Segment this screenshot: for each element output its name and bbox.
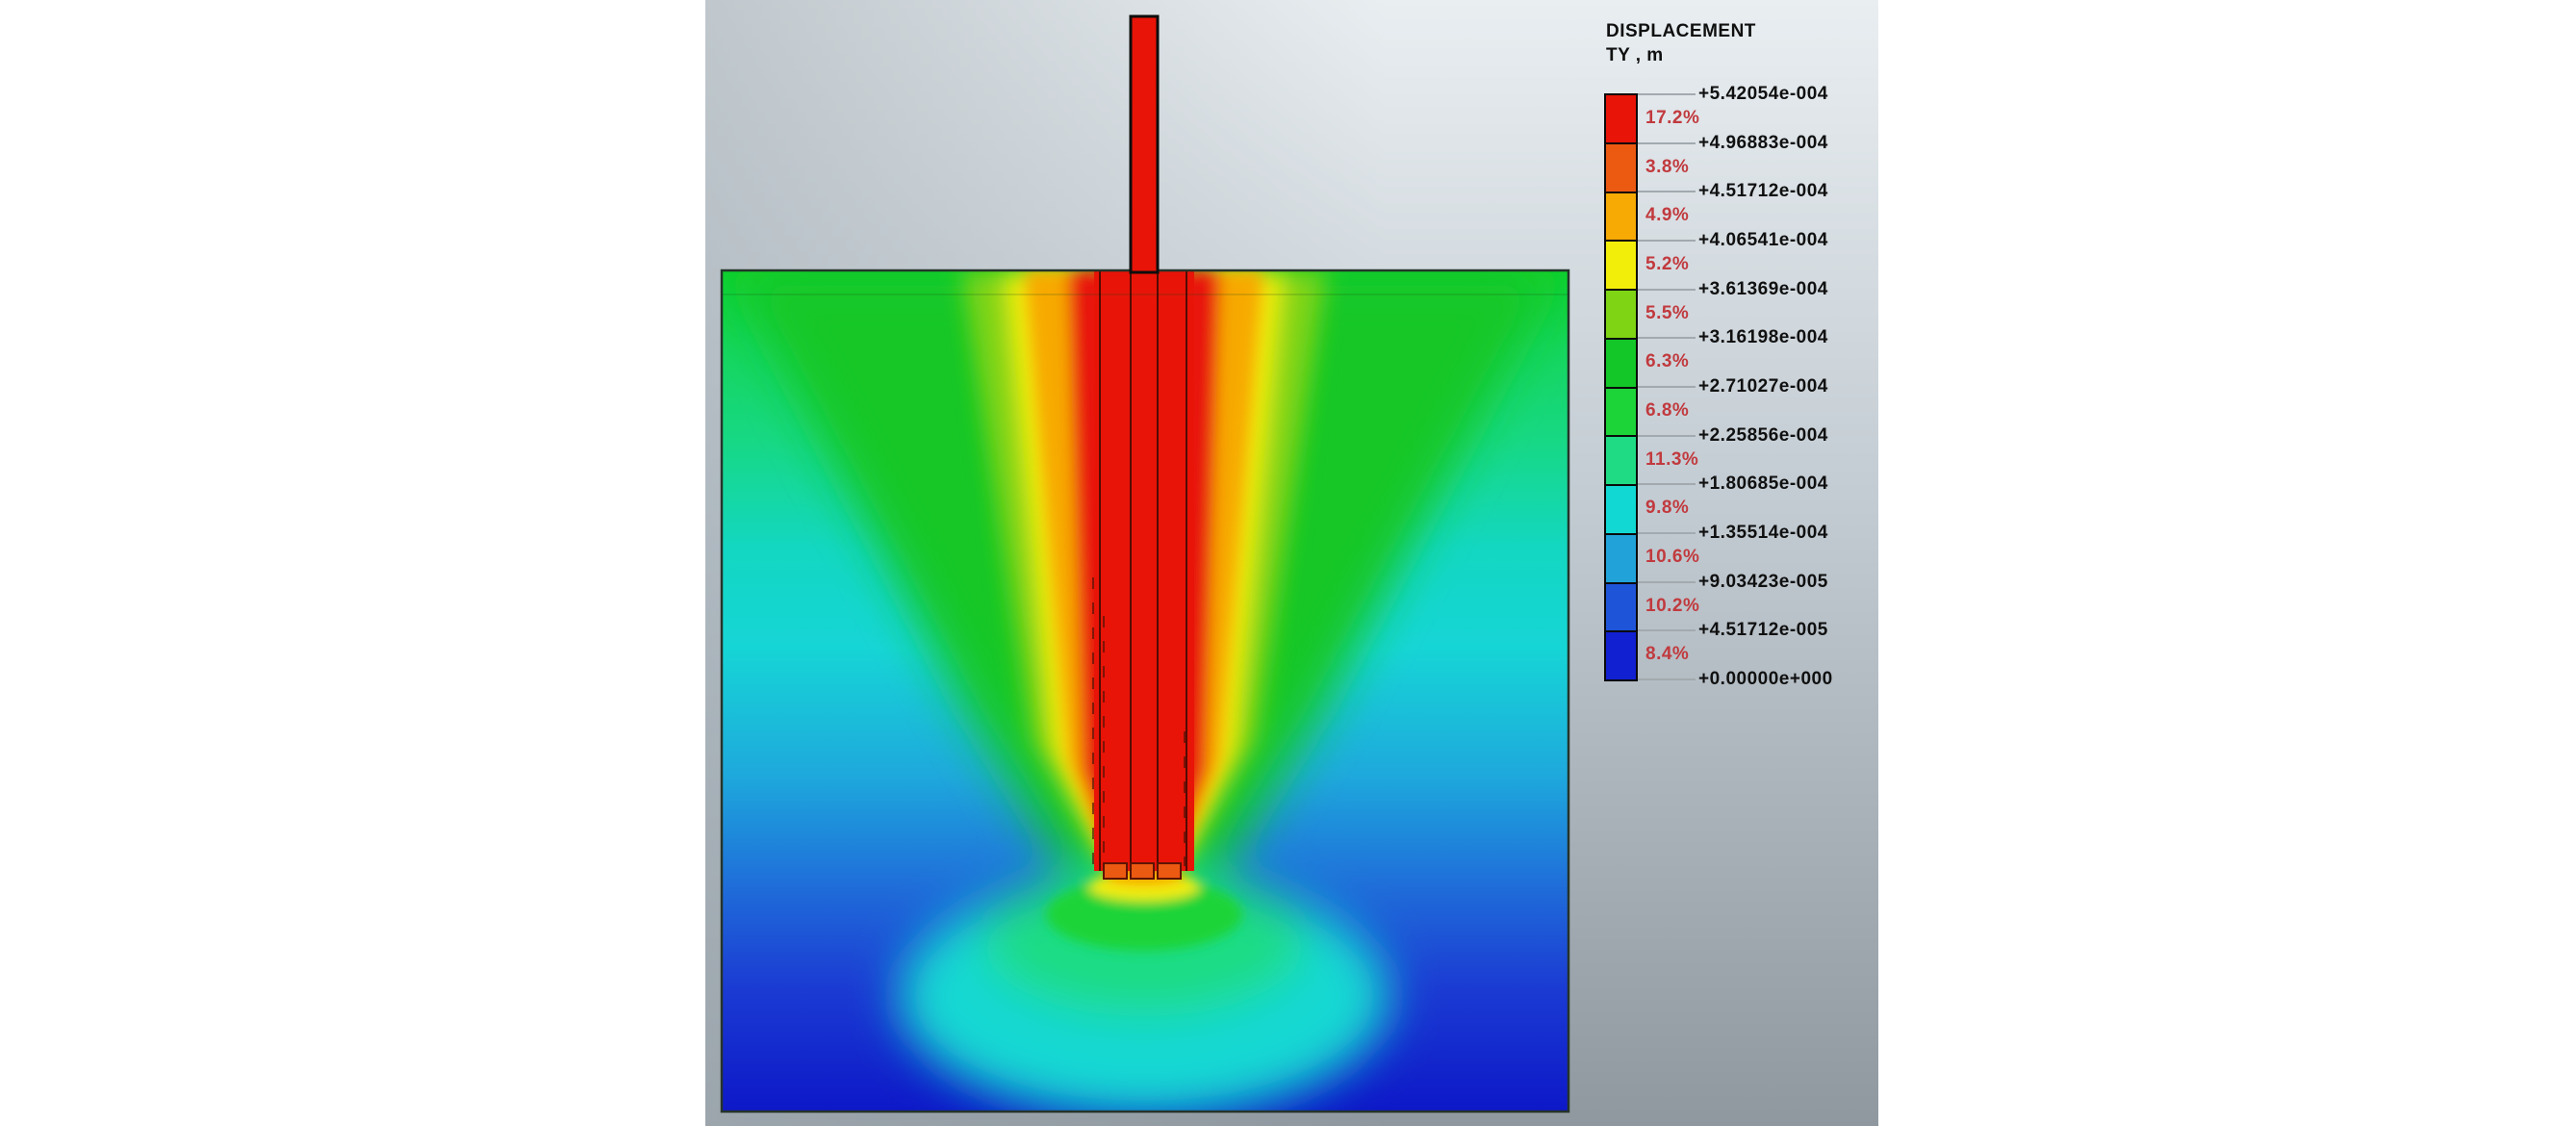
legend-percent-label: 10.2% — [1645, 595, 1700, 616]
legend-title-line1: DISPLACEMENT — [1606, 21, 1756, 41]
legend-value-label: +5.42054e-004 — [1698, 84, 1828, 104]
legend-value-label: +2.25856e-004 — [1698, 424, 1828, 446]
legend-color-block — [1606, 388, 1636, 436]
legend-value-label: +4.51712e-004 — [1698, 181, 1828, 202]
legend-value-label: +1.80685e-004 — [1698, 473, 1828, 495]
legend-value-label: +1.35514e-004 — [1698, 522, 1828, 543]
legend-percent-label: 8.4% — [1645, 644, 1690, 665]
legend-percent-label: 5.2% — [1645, 253, 1690, 274]
legend-color-block — [1606, 437, 1636, 484]
legend-color-block — [1606, 291, 1636, 338]
legend-color-block — [1606, 632, 1636, 679]
legend-leader-line — [1638, 678, 1696, 680]
legend-percent-label: 4.9% — [1645, 205, 1690, 226]
legend-percent-label: 6.3% — [1645, 351, 1690, 372]
graphics-viewport[interactable]: DISPLACEMENT TY , m +5.42054e-004 +4.96883… — [705, 0, 1878, 1126]
legend-leader-line — [1638, 434, 1696, 437]
legend-leader-line — [1638, 531, 1696, 534]
legend-color-block — [1606, 339, 1636, 387]
legend-color-block — [1606, 583, 1636, 631]
legend-leader-line — [1638, 288, 1696, 291]
legend-colorbar — [1604, 93, 1638, 681]
legend-leader-line — [1638, 337, 1696, 340]
pile-tip-boxes — [1103, 862, 1182, 880]
legend-leader-line — [1638, 629, 1696, 632]
contour-green-tip-halo — [1046, 878, 1242, 951]
legend-color-block — [1606, 95, 1636, 142]
legend-percent-label: 9.8% — [1645, 498, 1690, 519]
legend: DISPLACEMENT TY , m +5.42054e-004 +4.96883… — [705, 0, 1878, 1126]
legend-value-label: +3.61369e-004 — [1698, 278, 1828, 299]
legend-value-label: +2.71027e-004 — [1698, 375, 1828, 397]
legend-value-label: +4.51712e-005 — [1698, 620, 1828, 641]
legend-leader-line — [1638, 93, 1696, 95]
legend-color-block — [1606, 486, 1636, 533]
contour-plot-canvas[interactable] — [705, 0, 1878, 1126]
legend-percent-label: 3.8% — [1645, 156, 1690, 177]
legend-value-label: +4.96883e-004 — [1698, 132, 1828, 153]
legend-leader-line — [1638, 385, 1696, 388]
legend-value-label: +0.00000e+000 — [1698, 668, 1833, 689]
legend-title: DISPLACEMENT TY , m — [1606, 19, 1756, 67]
legend-color-block — [1606, 192, 1636, 241]
pile-element-dashes — [1092, 577, 1186, 866]
legend-leader-line — [1638, 483, 1696, 486]
legend-percent-label: 5.5% — [1645, 302, 1690, 323]
legend-color-block — [1606, 143, 1636, 192]
legend-percent-label: 11.3% — [1645, 448, 1699, 470]
legend-value-label: +3.16198e-004 — [1698, 327, 1828, 348]
legend-color-block — [1606, 242, 1636, 289]
legend-leader-line — [1638, 191, 1696, 193]
pile-outlines — [1099, 270, 1187, 871]
legend-title-line2: TY , m — [1606, 45, 1664, 65]
legend-percent-label: 10.6% — [1645, 546, 1700, 567]
legend-value-label: +9.03423e-005 — [1698, 571, 1828, 592]
legend-value-label: +4.06541e-004 — [1698, 229, 1828, 250]
legend-percent-label: 6.8% — [1645, 399, 1690, 421]
pile-group-red-zone — [1094, 270, 1194, 871]
legend-leader-line — [1638, 580, 1696, 583]
pile-column-above-ground — [1129, 14, 1160, 274]
legend-leader-line — [1638, 141, 1696, 144]
legend-percent-label: 17.2% — [1645, 108, 1700, 128]
legend-color-block — [1606, 534, 1636, 582]
legend-leader-line — [1638, 239, 1696, 242]
